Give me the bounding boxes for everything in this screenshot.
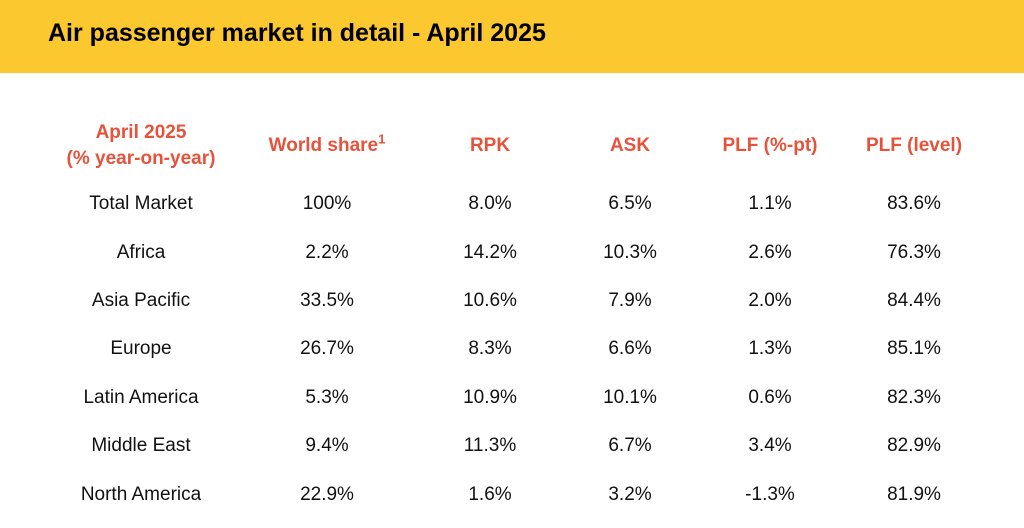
cell-ask: 6.7% — [608, 435, 652, 457]
cell-rpk: 8.0% — [468, 193, 512, 215]
cell-plf-pt: 1.1% — [748, 193, 792, 215]
cell-region: Europe — [110, 338, 172, 360]
cell-ask: 6.5% — [608, 193, 652, 215]
header-region-line1: April 2025 — [95, 122, 187, 143]
footnote-marker: 1 — [378, 131, 386, 147]
cell-rpk: 1.6% — [468, 483, 512, 505]
cell-plf-level: 85.1% — [887, 338, 941, 360]
header-plf-pt: PLF (%-pt) — [722, 135, 818, 156]
cell-ask: 6.6% — [608, 338, 652, 360]
cell-region: Total Market — [89, 193, 193, 215]
cell-world-share: 2.2% — [305, 241, 349, 263]
cell-ask: 3.2% — [608, 483, 652, 505]
cell-plf-pt: 2.0% — [748, 289, 792, 311]
header-rpk: RPK — [469, 135, 511, 156]
cell-plf-level: 82.3% — [887, 386, 941, 408]
cell-ask: 10.1% — [603, 386, 657, 408]
title-banner: Air passenger market in detail - April 2… — [0, 0, 1024, 73]
cell-region: Asia Pacific — [91, 289, 191, 311]
cell-world-share: 22.9% — [300, 483, 354, 505]
cell-plf-level: 83.6% — [887, 193, 941, 215]
table-row: Latin America 5.3% 10.9% 10.1% 0.6% 82.3… — [48, 374, 988, 422]
cell-plf-pt: 2.6% — [748, 241, 792, 263]
cell-region: North America — [80, 483, 202, 505]
page-title: Air passenger market in detail - April 2… — [48, 19, 546, 47]
cell-plf-pt: 1.3% — [748, 338, 792, 360]
cell-world-share: 26.7% — [300, 338, 354, 360]
header-region: April 2025 (% year-on-year) — [48, 112, 234, 180]
cell-plf-pt: 3.4% — [748, 435, 792, 457]
cell-region: Middle East — [91, 435, 191, 457]
table-row: Africa 2.2% 14.2% 10.3% 2.6% 76.3% — [48, 228, 988, 276]
header-ask: ASK — [609, 135, 651, 156]
header-world-share-label: World share — [268, 135, 379, 156]
cell-ask: 10.3% — [603, 241, 657, 263]
table-row: Europe 26.7% 8.3% 6.6% 1.3% 85.1% — [48, 325, 988, 373]
cell-rpk: 8.3% — [468, 338, 512, 360]
cell-region: Latin America — [83, 386, 199, 408]
cell-world-share: 5.3% — [305, 386, 349, 408]
header-world-share: World share1 — [234, 112, 420, 180]
cell-rpk: 11.3% — [463, 435, 517, 457]
cell-rpk: 14.2% — [463, 241, 517, 263]
header-plf-level: PLF (level) — [865, 135, 963, 156]
cell-plf-level: 82.9% — [887, 435, 941, 457]
cell-rpk: 10.9% — [463, 386, 517, 408]
cell-plf-level: 84.4% — [887, 289, 941, 311]
cell-plf-pt: -1.3% — [745, 483, 795, 505]
header-region-line2: (% year-on-year) — [66, 148, 216, 169]
cell-rpk: 10.6% — [463, 289, 517, 311]
table-row: Middle East 9.4% 11.3% 6.7% 3.4% 82.9% — [48, 422, 988, 470]
cell-plf-pt: 0.6% — [748, 386, 792, 408]
air-passenger-market-table: April 2025 (% year-on-year) World share1… — [48, 112, 988, 519]
table-row: Total Market 100% 8.0% 6.5% 1.1% 83.6% — [48, 180, 988, 228]
cell-world-share: 100% — [302, 193, 352, 215]
table-row: Asia Pacific 33.5% 10.6% 7.9% 2.0% 84.4% — [48, 277, 988, 325]
cell-world-share: 33.5% — [300, 289, 354, 311]
cell-world-share: 9.4% — [305, 435, 349, 457]
cell-region: Africa — [116, 241, 166, 263]
cell-ask: 7.9% — [608, 289, 652, 311]
cell-plf-level: 76.3% — [887, 241, 941, 263]
table-row: North America 22.9% 1.6% 3.2% -1.3% 81.9… — [48, 470, 988, 518]
table-header-row: April 2025 (% year-on-year) World share1… — [48, 112, 988, 180]
cell-plf-level: 81.9% — [887, 483, 941, 505]
